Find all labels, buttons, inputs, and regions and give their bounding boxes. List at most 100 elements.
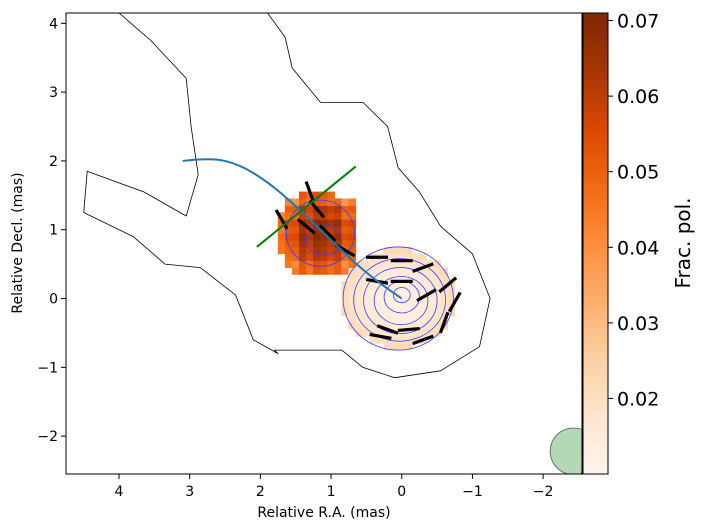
polarization-pixel <box>284 225 293 234</box>
polarization-pixel <box>376 329 385 337</box>
polarization-pixel <box>341 225 350 234</box>
colorbar-tick-label: 0.05 <box>617 162 659 184</box>
polarization-pixel <box>412 322 420 330</box>
polarization-pixel <box>348 246 357 255</box>
polarization-pixel <box>412 315 420 323</box>
polarization-pixel <box>348 294 357 303</box>
polarization-pixel <box>291 239 300 248</box>
polarization-pixel <box>419 315 427 323</box>
evpa-vector <box>296 218 316 235</box>
polarization-pixel <box>369 287 378 296</box>
core-contour <box>392 287 411 304</box>
polarization-pixel <box>348 232 357 241</box>
polarization-pixel <box>397 308 406 317</box>
polarization-pixel <box>291 232 300 241</box>
colorbar-gradient <box>582 12 609 475</box>
colorbar-ticks: 0.02 0.03 0.04 0.05 0.06 0.07 <box>608 11 659 410</box>
polarization-pixel <box>440 274 448 282</box>
polarization-pixel <box>412 294 420 303</box>
polarization-pixel <box>383 301 392 310</box>
polarization-pixel <box>419 308 427 317</box>
y-tick-label: 0 <box>49 292 58 308</box>
polarization-pixel <box>404 308 413 317</box>
polarization-pixel <box>320 246 328 255</box>
polarization-pixel <box>334 219 342 227</box>
polarization-pixel <box>369 294 378 303</box>
polarization-pixel <box>298 225 307 234</box>
polarization-pixel <box>334 246 342 255</box>
evpa-vector <box>438 276 458 294</box>
polarization-pixel <box>376 267 385 275</box>
polarization-pixel <box>433 281 441 289</box>
polarization-pixel <box>355 322 364 330</box>
polarization-pixel <box>341 253 350 262</box>
polarization-pixel <box>313 198 321 206</box>
colorbar-tick-label: 0.04 <box>617 237 659 259</box>
x-axis-label: Relative R.A. (mas) <box>257 505 390 521</box>
polarization-pixel <box>390 281 399 289</box>
polarization-pixel <box>348 287 357 296</box>
core-contour <box>373 276 429 326</box>
polarization-pixel <box>348 212 357 220</box>
evpa-vector <box>369 332 392 340</box>
polarization-pixel <box>284 239 293 248</box>
polarization-pixel <box>376 315 385 323</box>
polarization-pixel <box>327 198 335 206</box>
polarization-pixel <box>433 287 441 296</box>
polarization-pixel <box>426 322 434 330</box>
polarization-pixel <box>397 253 406 262</box>
polarization-pixel <box>369 315 378 323</box>
evpa-vector <box>412 262 434 273</box>
polarization-pixel <box>313 212 321 220</box>
polarization-pixel <box>341 267 350 275</box>
overlay-lines <box>182 158 403 300</box>
polarization-pixel <box>341 232 350 241</box>
transverse-cut-line <box>256 165 357 248</box>
polarization-pixel <box>306 246 314 255</box>
beam-ellipse <box>549 427 582 474</box>
polarization-pixel <box>362 294 371 303</box>
polarization-pixel <box>369 336 378 344</box>
polarization-pixel <box>404 301 413 310</box>
polarization-pixel <box>433 308 441 317</box>
evpa-vector <box>376 324 399 335</box>
polarization-pixel <box>404 246 413 255</box>
polarization-pixel <box>404 336 413 344</box>
jet-ridge-line <box>182 158 403 300</box>
polarization-pixel <box>291 246 300 255</box>
polarization-pixel <box>426 294 434 303</box>
polarization-pixel <box>306 205 314 213</box>
polarization-pixel <box>355 308 364 317</box>
polarization-pixel <box>397 315 406 323</box>
polarization-pixel <box>383 294 392 303</box>
polarization-pixel <box>291 225 300 234</box>
polarization-pixel <box>320 267 328 275</box>
polarization-pixel <box>419 267 427 275</box>
polarization-pixel <box>327 253 335 262</box>
polarization-pixel <box>298 212 307 220</box>
polarization-pixel <box>397 246 406 255</box>
polarization-pixel <box>341 239 350 248</box>
polarization-pixel <box>362 274 371 282</box>
x-axis-ticks: 4 3 2 1 0 −1 −2 <box>115 474 553 500</box>
polarization-pixel <box>306 212 314 220</box>
polarization-pixel <box>348 219 357 227</box>
x-tick-label: −1 <box>462 484 483 500</box>
polarization-pixel <box>433 267 441 275</box>
polarization-pixel <box>313 239 321 248</box>
polarization-pixel <box>277 212 286 220</box>
polarization-pixel <box>433 322 441 330</box>
polarization-pixel <box>291 260 300 268</box>
polarization-pixel <box>320 219 328 227</box>
polarization-pixel <box>277 219 286 227</box>
polarization-pixel <box>419 253 427 262</box>
polarization-pixel <box>334 239 342 248</box>
polarization-pixel <box>397 274 406 282</box>
polarization-pixel <box>348 315 357 323</box>
colorbar-tick-label: 0.06 <box>617 86 659 108</box>
polarization-pixel <box>426 301 434 310</box>
polarization-pixel <box>426 267 434 275</box>
x-tick-label: 4 <box>115 484 124 500</box>
polarization-pixel <box>284 198 293 206</box>
